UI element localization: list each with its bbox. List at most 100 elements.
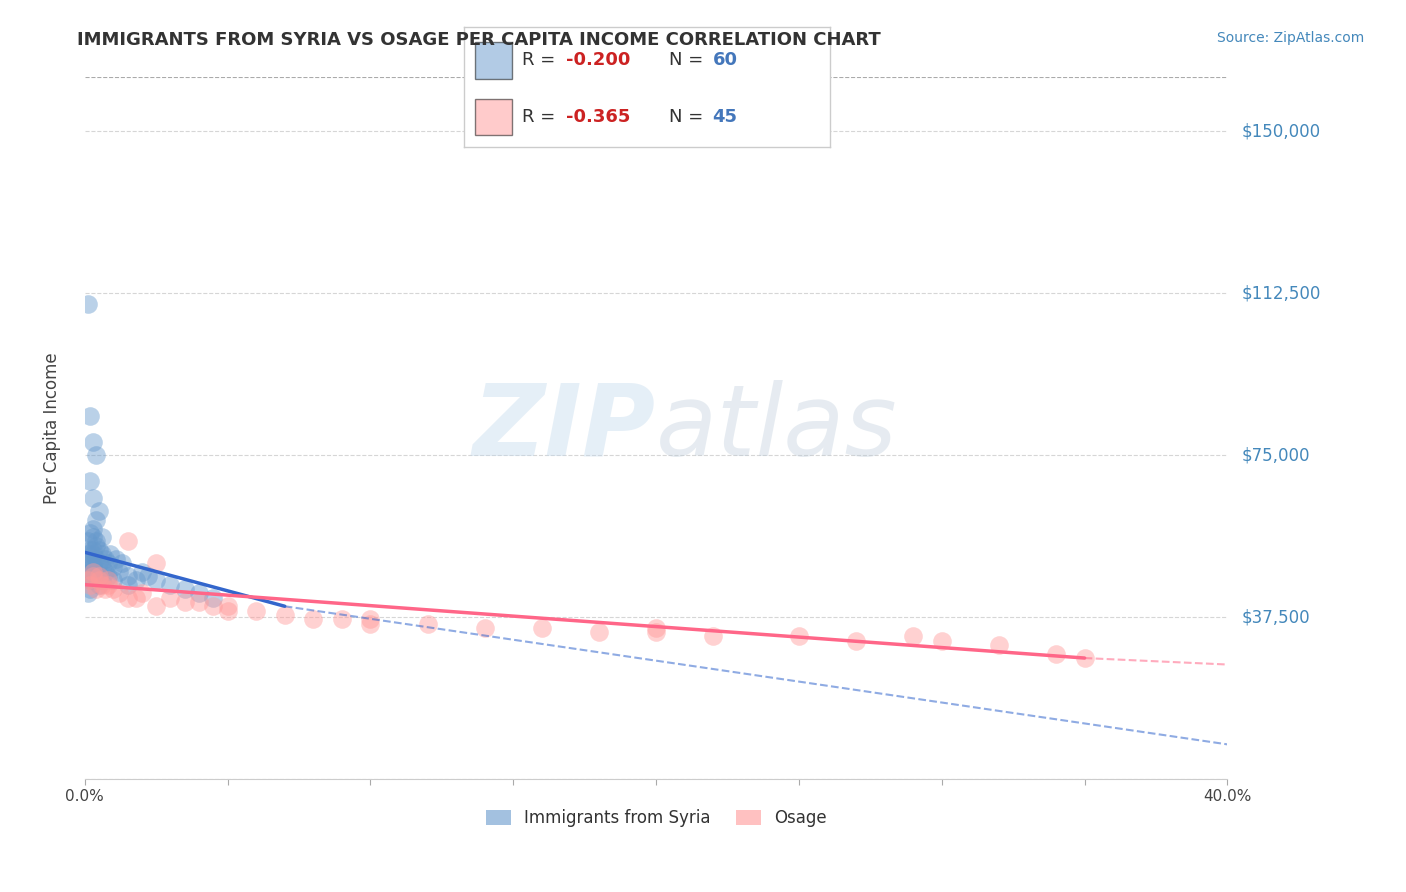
- Point: [79, 556, 101, 570]
- Point: [79, 577, 101, 591]
- Point: [87, 543, 110, 558]
- Point: [84, 565, 107, 579]
- Point: [108, 565, 131, 579]
- Point: [474, 621, 496, 635]
- Point: [145, 574, 167, 588]
- Point: [82, 548, 104, 562]
- Point: [131, 586, 153, 600]
- Point: [588, 625, 610, 640]
- Point: [82, 522, 104, 536]
- Point: [82, 530, 104, 544]
- Point: [931, 633, 953, 648]
- Point: [245, 603, 267, 617]
- Point: [84, 513, 107, 527]
- Point: [159, 577, 181, 591]
- Point: [1045, 647, 1067, 661]
- Point: [79, 582, 101, 596]
- Point: [76, 560, 98, 574]
- Point: [79, 525, 101, 540]
- Point: [84, 539, 107, 553]
- Point: [82, 569, 104, 583]
- Point: [117, 534, 139, 549]
- Point: [105, 551, 128, 566]
- Point: [302, 612, 325, 626]
- Text: $37,500: $37,500: [1241, 608, 1310, 626]
- Point: [987, 638, 1010, 652]
- Point: [645, 621, 668, 635]
- Point: [76, 534, 98, 549]
- Text: ZIP: ZIP: [472, 380, 657, 476]
- Point: [87, 569, 110, 583]
- Point: [82, 556, 104, 570]
- Point: [97, 569, 120, 583]
- Point: [359, 616, 381, 631]
- Point: [100, 548, 122, 562]
- Point: [79, 409, 101, 424]
- Point: [93, 565, 115, 579]
- Point: [845, 633, 868, 648]
- Point: [87, 556, 110, 570]
- Text: Source: ZipAtlas.com: Source: ZipAtlas.com: [1216, 31, 1364, 45]
- Point: [217, 603, 239, 617]
- Point: [145, 556, 167, 570]
- Point: [82, 435, 104, 450]
- Point: [125, 591, 148, 605]
- Point: [79, 543, 101, 558]
- Point: [79, 551, 101, 566]
- Point: [87, 569, 110, 583]
- Point: [82, 565, 104, 579]
- Text: -0.365: -0.365: [567, 108, 631, 126]
- Text: atlas: atlas: [657, 380, 897, 476]
- Point: [87, 574, 110, 588]
- Point: [125, 574, 148, 588]
- Point: [76, 586, 98, 600]
- Legend: Immigrants from Syria, Osage: Immigrants from Syria, Osage: [479, 803, 834, 834]
- Text: R =: R =: [523, 52, 561, 70]
- Point: [159, 591, 181, 605]
- Point: [82, 574, 104, 588]
- Point: [79, 474, 101, 488]
- Point: [202, 591, 225, 605]
- Point: [188, 586, 211, 600]
- Text: $112,500: $112,500: [1241, 285, 1320, 302]
- Point: [131, 565, 153, 579]
- Point: [117, 591, 139, 605]
- Point: [97, 577, 120, 591]
- Point: [416, 616, 439, 631]
- FancyBboxPatch shape: [475, 43, 512, 78]
- Point: [173, 582, 195, 596]
- Y-axis label: Per Capita Income: Per Capita Income: [44, 352, 60, 504]
- Point: [82, 491, 104, 506]
- Point: [79, 565, 101, 579]
- Text: IMMIGRANTS FROM SYRIA VS OSAGE PER CAPITA INCOME CORRELATION CHART: IMMIGRANTS FROM SYRIA VS OSAGE PER CAPIT…: [77, 31, 882, 49]
- Point: [103, 574, 125, 588]
- Point: [108, 586, 131, 600]
- Point: [530, 621, 553, 635]
- Point: [76, 574, 98, 588]
- Text: $75,000: $75,000: [1241, 446, 1310, 464]
- Text: 60: 60: [713, 52, 738, 70]
- Point: [84, 534, 107, 549]
- Point: [84, 569, 107, 583]
- Point: [103, 582, 125, 596]
- Point: [76, 548, 98, 562]
- Point: [84, 582, 107, 596]
- Point: [87, 504, 110, 518]
- Point: [84, 551, 107, 566]
- Point: [136, 569, 159, 583]
- Point: [90, 577, 112, 591]
- Text: -0.200: -0.200: [567, 52, 631, 70]
- Point: [79, 574, 101, 588]
- Point: [82, 560, 104, 574]
- Point: [173, 595, 195, 609]
- Point: [330, 612, 353, 626]
- Text: N =: N =: [669, 108, 709, 126]
- Point: [117, 569, 139, 583]
- Text: $150,000: $150,000: [1241, 122, 1320, 140]
- Point: [97, 556, 120, 570]
- Point: [787, 630, 810, 644]
- Text: N =: N =: [669, 52, 709, 70]
- Point: [217, 599, 239, 614]
- Point: [84, 448, 107, 462]
- Point: [702, 630, 724, 644]
